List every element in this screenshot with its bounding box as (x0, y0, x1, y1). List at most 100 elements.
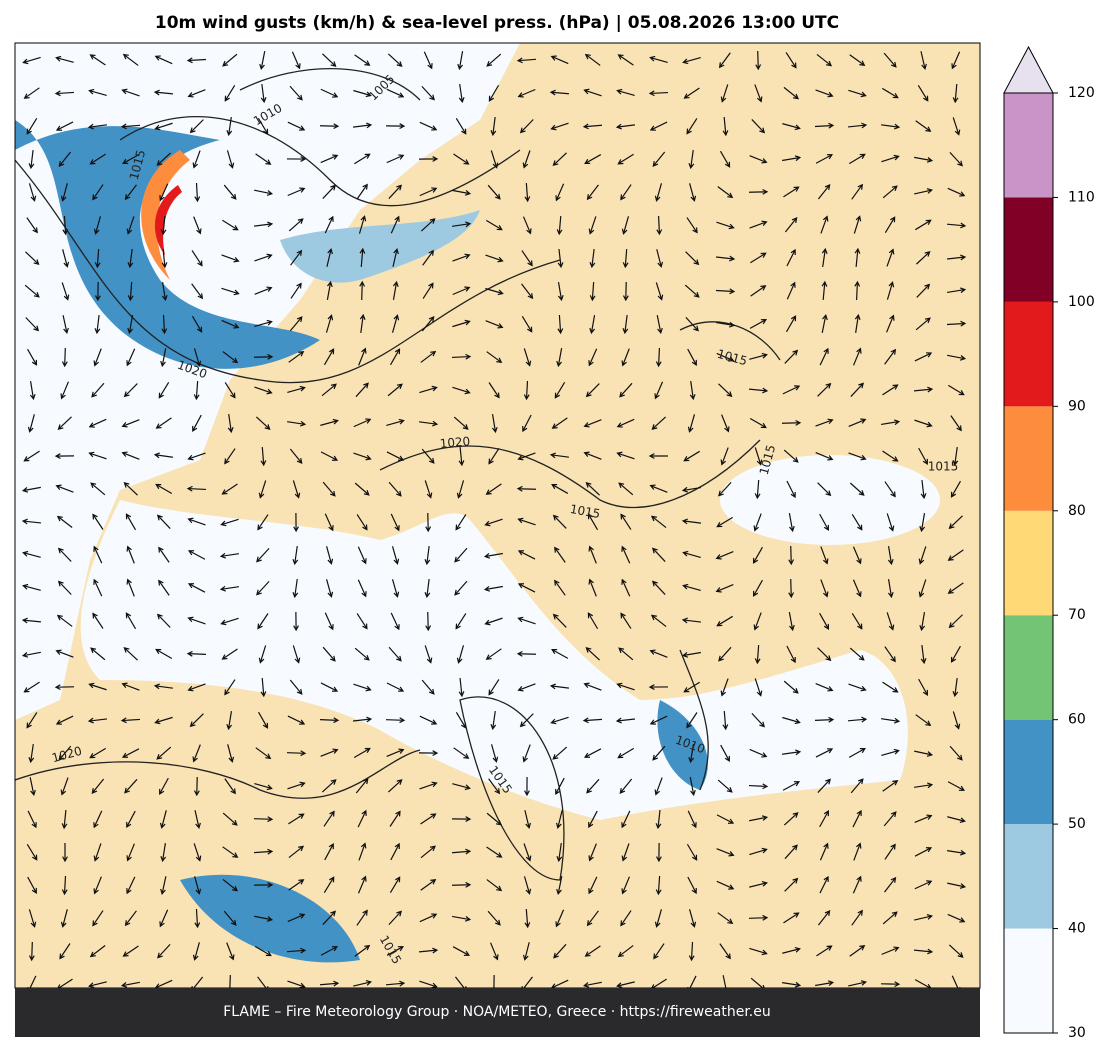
wind-arrow (946, 320, 967, 327)
wind-arrow (390, 348, 401, 366)
wind-arrow (549, 683, 570, 690)
wind-arrow (785, 315, 797, 333)
wind-arrow (221, 483, 238, 495)
wind-arrows (21, 50, 967, 988)
wind-arrow (27, 975, 37, 988)
wind-arrow (26, 844, 38, 861)
wind-arrow (158, 579, 170, 596)
wind-arrow (952, 447, 959, 467)
wind-arrow (125, 513, 137, 531)
wind-arrow (521, 283, 534, 300)
wind-arrow (788, 578, 795, 599)
wind-arrow (619, 382, 633, 398)
wind-arrow (754, 84, 763, 103)
isobar-label: 1015 (569, 502, 602, 521)
wind-arrow (914, 750, 934, 757)
colorbar-segment (1004, 197, 1053, 302)
wind-arrow (92, 184, 104, 201)
wind-arrow (120, 981, 140, 988)
wind-arrow (287, 715, 306, 725)
wind-arrow (159, 183, 169, 202)
wind-arrow (947, 816, 966, 824)
wind-arrow (21, 518, 42, 525)
wind-arrow (160, 843, 167, 863)
wind-arrow (918, 579, 927, 598)
wind-arrow (686, 217, 698, 234)
wind-arrow (946, 254, 967, 261)
wind-arrow (419, 781, 438, 790)
wind-arrow (320, 946, 339, 956)
wind-arrow (619, 778, 633, 794)
wind-arrow (783, 186, 800, 198)
wind-arrow (159, 810, 167, 829)
colorbar-tick-label: 60 (1068, 712, 1086, 728)
wind-arrow (288, 845, 305, 859)
wind-arrow (715, 255, 736, 262)
wind-arrow (224, 85, 236, 102)
wind-arrow (882, 450, 899, 462)
wind-arrow (419, 980, 438, 988)
wind-arrow (124, 184, 137, 201)
wind-arrow (649, 715, 668, 725)
wind-arrow (588, 545, 597, 564)
wind-arrow (748, 188, 769, 195)
wind-arrow (451, 848, 472, 855)
wind-arrow (621, 348, 630, 367)
wind-arrow (884, 348, 897, 365)
wind-arrow (286, 156, 307, 162)
wind-arrow (488, 679, 500, 696)
wind-arrow (88, 451, 107, 460)
wind-arrow (781, 419, 802, 426)
wind-arrow (881, 154, 900, 163)
wind-arrow (326, 280, 333, 300)
wind-arrow (882, 681, 899, 693)
wind-arrow (517, 583, 536, 593)
wind-arrow (549, 452, 570, 459)
wind-arrow (917, 85, 929, 102)
wind-arrow (123, 383, 138, 398)
wind-arrow (451, 881, 472, 888)
wind-arrow (852, 809, 862, 828)
wind-arrow (287, 420, 307, 427)
wind-arrow (950, 480, 962, 498)
wind-arrow (748, 387, 769, 394)
wind-arrow (92, 612, 104, 629)
wind-arrow (784, 349, 799, 364)
wind-arrow (153, 89, 174, 96)
wind-arrow (815, 748, 834, 758)
wind-arrow (29, 777, 36, 797)
wind-arrow (54, 684, 75, 691)
wind-arrow (555, 810, 563, 829)
wind-arrow (817, 778, 831, 793)
wind-arrow (126, 216, 135, 235)
wind-arrow (491, 414, 498, 434)
wind-arrow (615, 123, 636, 130)
wind-arrow (254, 915, 274, 922)
wind-arrow (458, 84, 465, 104)
wind-arrow (153, 452, 173, 459)
wind-arrow (156, 152, 172, 166)
wind-arrow (782, 155, 802, 162)
wind-arrow (192, 414, 202, 433)
wind-arrow (221, 319, 240, 329)
wind-arrow (324, 842, 334, 861)
wind-arrow (947, 187, 966, 197)
wind-arrow (224, 778, 236, 795)
wind-arrow (854, 313, 861, 333)
wind-arrow (550, 716, 569, 725)
wind-arrow (389, 876, 401, 894)
wind-arrow (353, 747, 371, 759)
wind-arrow (154, 122, 173, 131)
wind-arrow (186, 485, 207, 492)
wind-arrow (490, 150, 499, 169)
wind-arrow (286, 750, 307, 757)
wind-arrow (914, 219, 932, 231)
wind-arrow (522, 942, 530, 961)
wind-arrow (354, 153, 371, 165)
wind-arrow (455, 118, 467, 135)
wind-arrow (388, 481, 402, 497)
wind-arrow (588, 578, 597, 597)
wind-arrow (485, 648, 502, 660)
wind-arrow (783, 680, 799, 694)
wind-arrow (126, 545, 135, 564)
